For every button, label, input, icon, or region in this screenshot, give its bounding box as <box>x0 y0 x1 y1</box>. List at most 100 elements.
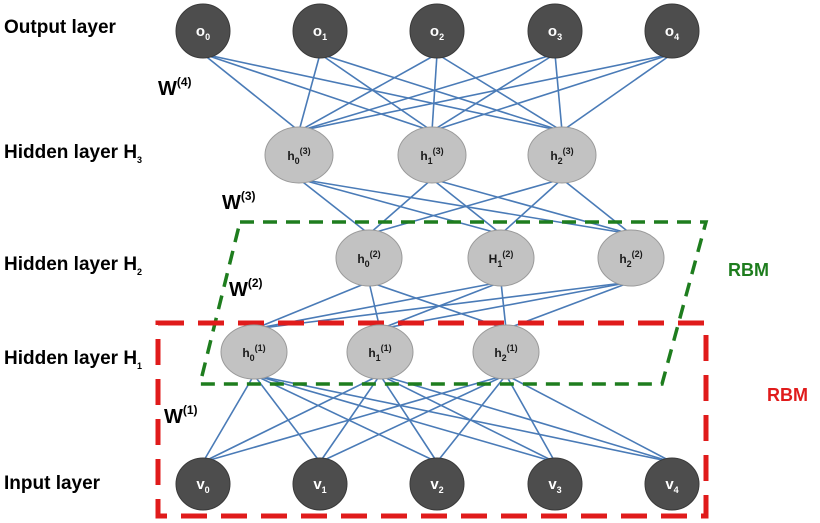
node-label: h2(2) <box>619 249 642 269</box>
node-circle <box>397 126 467 184</box>
node-output-2: o2 <box>409 3 465 59</box>
edge-w1-2-1 <box>319 374 507 463</box>
node-label: o1 <box>313 23 327 42</box>
node-circle <box>175 3 231 59</box>
edge-w1-0-4 <box>253 374 673 463</box>
node-h1-1: h1(1) <box>346 324 414 380</box>
edge-w3-2-0 <box>368 178 563 235</box>
hidden-layer-h2-label: Hidden layer H2 <box>4 254 142 277</box>
edge-w1-0-1 <box>253 374 321 463</box>
node-circle <box>527 457 583 511</box>
node-label: o4 <box>665 23 679 42</box>
edge-w1-1-4 <box>379 374 673 463</box>
node-output-3: o3 <box>527 3 583 59</box>
node-label: h2(3) <box>550 146 573 166</box>
network-nodes: o0 o1 o2 o3 o4 h0(3) h1(3) h2(3) h0(2) H1(2) h2(2)… <box>175 3 700 511</box>
node-circle <box>292 3 348 59</box>
node-label: v0 <box>196 476 209 495</box>
node-circle <box>472 324 540 380</box>
node-label: o0 <box>196 23 210 42</box>
node-circle <box>264 126 334 184</box>
edge-w4-1-1 <box>319 53 433 132</box>
edge-w1-2-4 <box>505 374 673 463</box>
node-h2-2: h2(2) <box>597 229 665 287</box>
edge-w4-3-1 <box>431 53 556 132</box>
node-label: h1(1) <box>368 343 391 363</box>
edge-w4-2-1 <box>431 53 438 132</box>
weight-w1-label: W(1) <box>164 403 198 428</box>
node-circle <box>409 457 465 511</box>
edge-w4-3-2 <box>554 53 563 132</box>
node-label: h0(3) <box>287 146 310 166</box>
node-output-0: o0 <box>175 3 231 59</box>
connection-edges <box>202 53 673 463</box>
edge-w3-2-1 <box>500 178 563 235</box>
hidden-layer-h3-label: Hidden layer H3 <box>4 142 142 165</box>
edge-w1-2-0 <box>202 374 507 463</box>
node-label: h2(1) <box>494 343 517 363</box>
rbm-lower-box <box>155 320 709 519</box>
node-label: v4 <box>665 476 678 495</box>
node-h3-0: h0(3) <box>264 126 334 184</box>
node-circle <box>409 3 465 59</box>
edge-w1-1-2 <box>379 374 438 463</box>
edge-w1-1-3 <box>379 374 556 463</box>
edge-w4-1-2 <box>319 53 563 132</box>
edge-w4-2-0 <box>298 53 438 132</box>
edge-w3-0-0 <box>298 178 370 235</box>
node-h3-1: h1(3) <box>397 126 467 184</box>
node-h2-1: H1(2) <box>467 229 535 287</box>
edge-w4-0-1 <box>202 53 433 132</box>
node-label: h1(3) <box>420 146 443 166</box>
rbm-lower-label: RBM <box>767 385 808 405</box>
edge-w4-0-2 <box>202 53 563 132</box>
node-input-0: v0 <box>175 457 231 511</box>
edge-w1-1-1 <box>319 374 381 463</box>
node-label: v1 <box>313 476 326 495</box>
node-h1-2: h2(1) <box>472 324 540 380</box>
node-output-4: o4 <box>644 3 700 59</box>
node-circle <box>527 3 583 59</box>
weight-w4-label: W(4) <box>158 75 192 100</box>
edge-w1-0-0 <box>202 374 255 463</box>
node-circle <box>527 126 597 184</box>
input-layer-label: Input layer <box>4 473 101 494</box>
edge-w3-2-2 <box>561 178 632 235</box>
node-circle <box>175 457 231 511</box>
node-label: v3 <box>548 476 561 495</box>
edge-w4-3-0 <box>298 53 556 132</box>
edge-w3-1-0 <box>368 178 433 235</box>
edge-w4-1-0 <box>298 53 321 132</box>
output-layer-label: Output layer <box>4 17 117 38</box>
edge-w1-0-3 <box>253 374 556 463</box>
node-output-1: o1 <box>292 3 348 59</box>
node-h3-2: h2(3) <box>527 126 597 184</box>
edge-w4-4-0 <box>298 53 673 132</box>
node-label: h0(1) <box>242 343 265 363</box>
rbm-upper-box <box>197 220 709 386</box>
node-circle <box>292 457 348 511</box>
rbm-upper-label: RBM <box>728 260 769 280</box>
node-label: v2 <box>430 476 443 495</box>
node-circle <box>467 229 535 287</box>
node-input-4: v4 <box>644 457 700 511</box>
edge-w4-4-1 <box>431 53 673 132</box>
node-circle <box>597 229 665 287</box>
edge-w1-2-3 <box>505 374 556 463</box>
edge-w2-0-0 <box>253 281 370 330</box>
edge-w2-2-0 <box>253 281 632 330</box>
node-label: h0(2) <box>357 249 380 269</box>
edge-w1-2-2 <box>436 374 507 463</box>
node-circle <box>335 229 403 287</box>
node-label: H1(2) <box>489 249 514 269</box>
hidden-layer-h1-label: Hidden layer H1 <box>4 348 142 371</box>
edge-w4-2-2 <box>436 53 563 132</box>
node-input-1: v1 <box>292 457 348 511</box>
node-h1-0: h0(1) <box>220 324 288 380</box>
node-circle <box>220 324 288 380</box>
node-label: o2 <box>430 23 444 42</box>
node-input-3: v3 <box>527 457 583 511</box>
edge-w4-4-2 <box>561 53 673 132</box>
